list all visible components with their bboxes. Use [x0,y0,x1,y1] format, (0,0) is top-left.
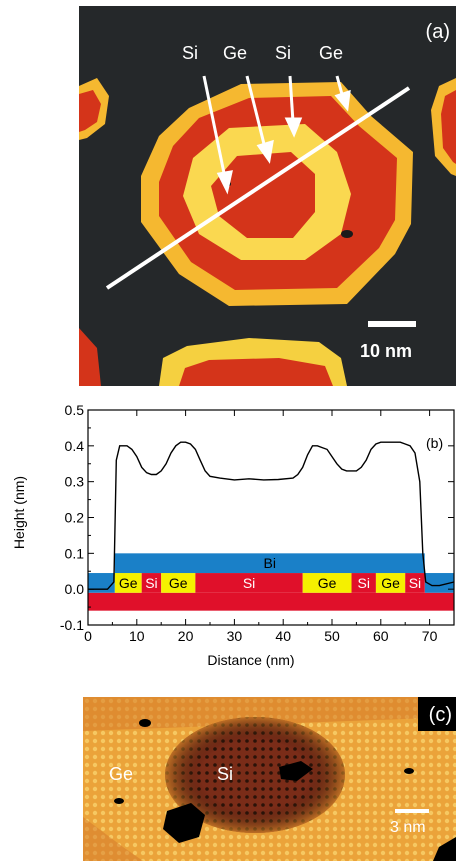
scale-bar-c [395,809,429,813]
segment-label: Si [145,575,157,591]
panel-a-stm-image: Si Ge Si Ge (a) 10 nm [79,6,456,386]
x-tick-label: 50 [324,628,340,644]
x-tick-label: 40 [275,628,291,644]
pit [433,837,456,861]
segment-ge [161,573,196,593]
series-line [88,441,455,590]
scale-bar-a-label: 10 nm [360,341,413,361]
segment-label: Ge [119,575,138,591]
pit [163,803,205,843]
segment-si [141,573,162,593]
label-si: Si [217,764,234,784]
segment-ge [302,573,352,593]
bottom-island-si [179,358,333,386]
y-tick-label: 0.1 [65,545,85,561]
y-axis-title: Height (nm) [11,476,27,549]
base-si-layer [88,592,454,611]
segment-label: Si [243,575,255,591]
segment-si [405,573,425,593]
top-shading [83,697,456,731]
label-ge: Ge [109,764,134,784]
label-ge-2: Ge [319,43,344,63]
pit [279,761,313,781]
x-axis-title: Distance (nm) [207,652,294,668]
segment-ge [114,573,142,593]
y-tick-label: 0.4 [65,438,85,454]
pit [114,798,124,804]
label-arrows [202,75,351,195]
y-tick-label: 0.5 [65,402,85,418]
pit [404,768,414,774]
scale-bar-a [368,321,416,327]
x-tick-label: 20 [178,628,194,644]
si-region-edge [165,717,345,833]
x-tick-label: 30 [227,628,243,644]
profile-line [105,86,411,290]
side-layer [424,573,454,593]
bi-label: Bi [264,555,276,571]
panel-c-stm-image: Ge Si (c) 3 nm [83,697,456,861]
pit [139,719,151,727]
main-island-si-core [211,152,315,238]
x-tick-label: 70 [422,628,438,644]
label-si-2: Si [275,43,292,63]
panel-b-chart: Ge Si Ge Si Ge Si Ge Si Bi 0 10 20 30 40 50 60 70 -0.1 0.… [0,395,456,675]
scale-bar-c-label: 3 nm [390,819,426,836]
segment-ge [375,573,406,593]
panel-a-letter: (a) [425,21,450,43]
panel-b-letter: (b) [426,435,443,451]
right-island-si [441,90,456,164]
x-tick-label: 60 [373,628,389,644]
height-profile-chart: Ge Si Ge Si Ge Si Ge Si Bi 0 10 20 30 40 50 60 70 -0.1 0.… [11,402,455,668]
panel-c-letter-box [418,697,456,731]
bottom-shading [83,817,143,861]
left-island-si [79,90,101,132]
y-tick-label: 0.2 [65,510,85,526]
y-tick-label: 0.3 [65,474,85,490]
label-si-1: Si [182,43,199,63]
segment-si [195,573,303,593]
segment-si [351,573,376,593]
corner-island [79,328,101,386]
panel-c-letter: (c) [428,704,452,726]
x-tick-label: 0 [84,628,92,644]
x-tick-label: 10 [129,628,145,644]
y-tick-label: 0.0 [65,581,85,597]
atomic-image [83,697,456,861]
segment-label: Ge [381,575,400,591]
segment-label: Ge [169,575,188,591]
segment-label: Ge [318,575,337,591]
y-tick-label: -0.1 [60,617,84,633]
bi-layer [114,553,425,574]
pit [341,230,353,238]
segment-label: Si [409,575,421,591]
segment-label: Si [357,575,369,591]
label-ge-1: Ge [223,43,248,63]
island-image [79,75,456,386]
